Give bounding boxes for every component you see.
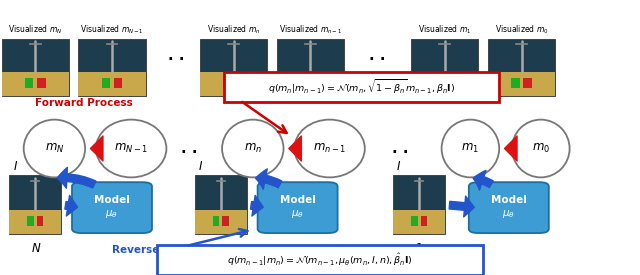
Text: $I$: $I$ xyxy=(396,160,401,173)
Text: Model
$\mu_\theta$: Model $\mu_\theta$ xyxy=(491,195,527,220)
Bar xyxy=(200,72,268,96)
Bar xyxy=(393,210,445,234)
Bar xyxy=(312,78,321,87)
Bar xyxy=(412,39,479,96)
Text: Model
$\mu_\theta$: Model $\mu_\theta$ xyxy=(94,195,130,220)
Text: Visualized $m_n$: Visualized $m_n$ xyxy=(207,23,260,36)
Text: $m_0$: $m_0$ xyxy=(532,142,550,155)
Bar xyxy=(222,216,229,225)
Bar xyxy=(435,78,443,87)
Bar xyxy=(195,210,247,234)
Bar xyxy=(212,216,220,225)
Bar xyxy=(9,175,61,234)
Bar xyxy=(2,72,69,96)
Text: Visualized $m_1$: Visualized $m_1$ xyxy=(418,23,472,36)
FancyBboxPatch shape xyxy=(258,182,338,233)
Text: Visualized $m_{n-1}$: Visualized $m_{n-1}$ xyxy=(279,23,342,36)
Text: $m_1$: $m_1$ xyxy=(461,142,479,155)
Text: Visualized $m_N$: Visualized $m_N$ xyxy=(8,23,62,36)
Text: $m_n$: $m_n$ xyxy=(244,142,262,155)
Bar xyxy=(488,72,556,96)
Bar xyxy=(200,39,268,96)
Bar xyxy=(488,39,556,96)
Text: . .: . . xyxy=(180,141,197,156)
Text: $I$: $I$ xyxy=(198,160,203,173)
Text: $m_{n-1}$: $m_{n-1}$ xyxy=(313,142,346,155)
Bar xyxy=(511,78,520,87)
Ellipse shape xyxy=(512,120,570,177)
Bar xyxy=(277,39,344,96)
Bar xyxy=(195,175,247,234)
Bar xyxy=(27,216,34,225)
Bar xyxy=(37,78,45,87)
Text: Forward Process: Forward Process xyxy=(35,98,133,108)
Bar xyxy=(236,78,244,87)
Text: $n$: $n$ xyxy=(216,242,225,255)
Text: $q(m_n|m_{n-1}) = \mathcal{N}(m_n, \sqrt{1-\beta_n}m_{n-1}, \beta_n\mathbf{I})$: $q(m_n|m_{n-1}) = \mathcal{N}(m_n, \sqrt… xyxy=(268,77,455,96)
Bar xyxy=(420,216,428,225)
Text: $q(m_{n-1}|m_n) = \mathcal{N}(m_{n-1}, \mu_\theta(m_n, I, n), \hat{\beta}_n\math: $q(m_{n-1}|m_n) = \mathcal{N}(m_{n-1}, \… xyxy=(227,252,413,268)
Text: $1$: $1$ xyxy=(415,242,424,255)
FancyBboxPatch shape xyxy=(157,245,483,275)
Text: $m_{N-1}$: $m_{N-1}$ xyxy=(114,142,148,155)
Bar xyxy=(102,78,110,87)
Bar xyxy=(300,78,308,87)
Bar xyxy=(36,216,44,225)
Bar xyxy=(277,72,344,96)
Bar xyxy=(524,78,532,87)
Bar xyxy=(9,210,61,234)
Ellipse shape xyxy=(96,120,166,177)
Bar xyxy=(79,72,146,96)
Bar xyxy=(223,78,232,87)
Bar xyxy=(2,39,69,96)
Text: Model
$\mu_\theta$: Model $\mu_\theta$ xyxy=(280,195,316,220)
Text: Visualized $m_{N-1}$: Visualized $m_{N-1}$ xyxy=(80,23,144,36)
Ellipse shape xyxy=(24,120,85,177)
Bar xyxy=(411,216,418,225)
Bar xyxy=(79,39,146,96)
Text: Visualized $m_0$: Visualized $m_0$ xyxy=(495,23,548,36)
Text: Reverse Process: Reverse Process xyxy=(112,245,209,255)
Bar xyxy=(447,78,455,87)
Bar xyxy=(412,72,479,96)
Bar xyxy=(393,175,445,234)
Text: $m_N$: $m_N$ xyxy=(45,142,64,155)
Text: . .: . . xyxy=(168,48,184,62)
Bar xyxy=(25,78,33,87)
FancyBboxPatch shape xyxy=(72,182,152,233)
FancyBboxPatch shape xyxy=(468,182,549,233)
Text: . .: . . xyxy=(369,48,386,62)
Text: $I$: $I$ xyxy=(13,160,18,173)
Ellipse shape xyxy=(442,120,499,177)
Ellipse shape xyxy=(294,120,365,177)
Bar xyxy=(114,78,122,87)
Ellipse shape xyxy=(222,120,284,177)
Text: . .: . . xyxy=(392,141,408,156)
FancyBboxPatch shape xyxy=(224,72,499,102)
Text: $N$: $N$ xyxy=(31,242,41,255)
